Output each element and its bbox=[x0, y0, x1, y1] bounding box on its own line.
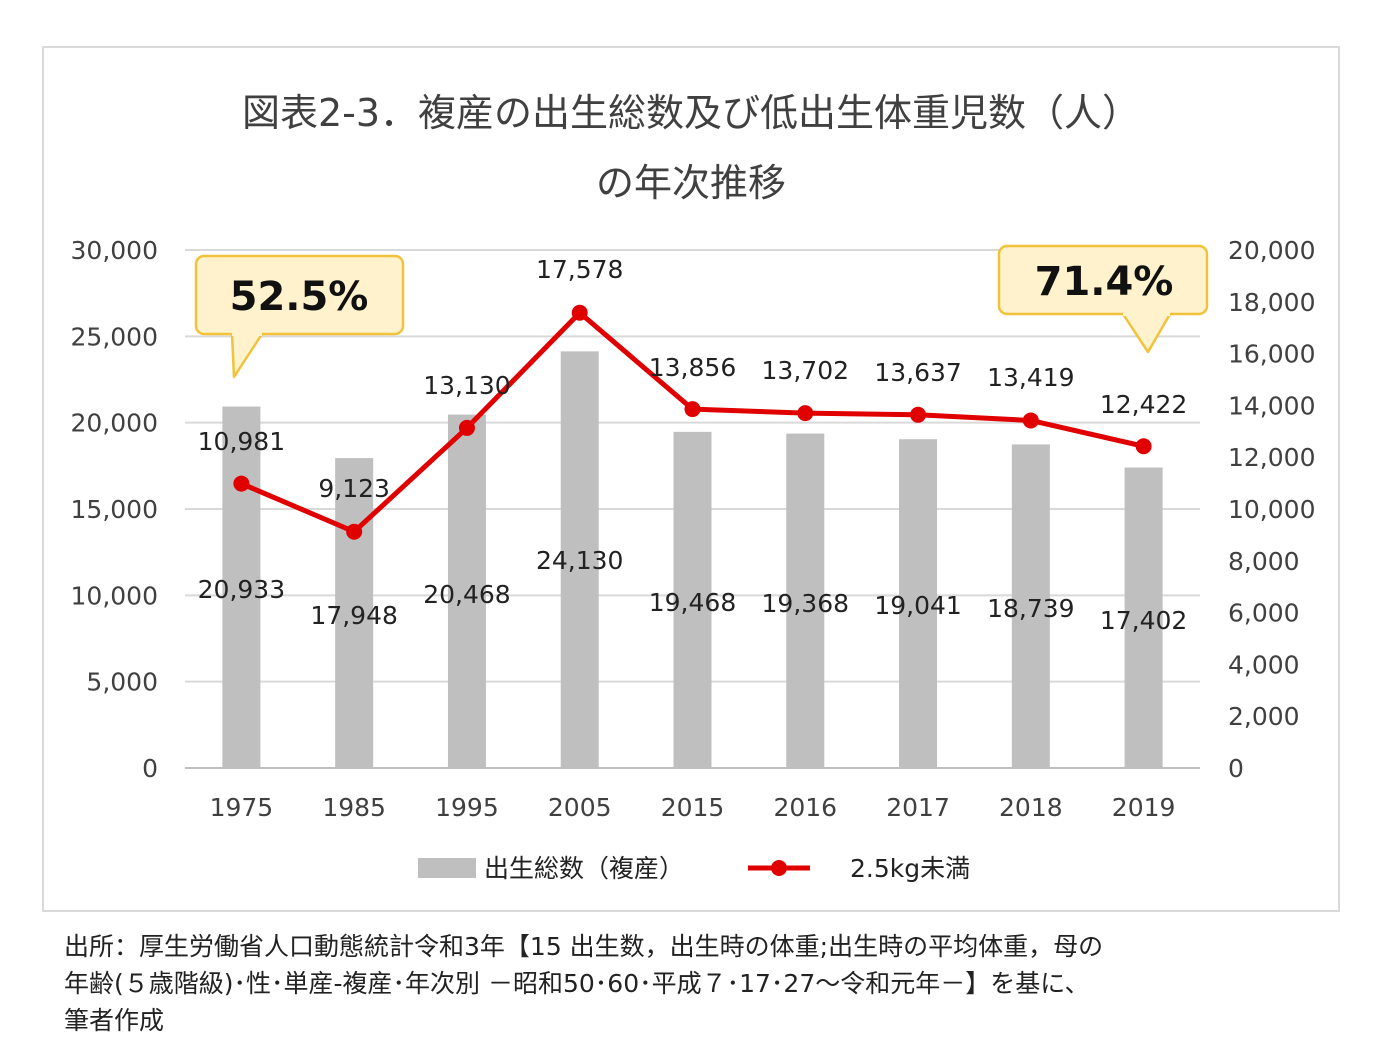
bar bbox=[1011, 444, 1050, 768]
chart-title: 図表2-3．複産の出生総数及び低出生体重児数（人） の年次推移 bbox=[42, 78, 1340, 218]
line-data-label: 9,123 bbox=[318, 474, 390, 503]
legend-swatch-bar bbox=[418, 858, 476, 878]
bar bbox=[673, 431, 712, 768]
bar-data-label: 19,368 bbox=[762, 589, 849, 618]
bar-data-label: 17,402 bbox=[1100, 606, 1187, 635]
bar bbox=[786, 433, 825, 768]
y-right-tick-label: 14,000 bbox=[1228, 391, 1315, 420]
source-line-2: 年齢(５歳階級)･性･単産-複産･年次別 －昭和50･60･平成７･17･27～… bbox=[64, 969, 1090, 998]
x-tick-label: 1995 bbox=[435, 793, 499, 822]
line-data-label: 13,702 bbox=[762, 356, 849, 385]
line-data-label: 13,419 bbox=[987, 363, 1074, 392]
line-marker bbox=[571, 304, 588, 321]
legend-label-line: 2.5kg未満 bbox=[850, 854, 970, 883]
x-tick-label: 2018 bbox=[999, 793, 1063, 822]
line-data-label: 13,130 bbox=[423, 371, 510, 400]
line-marker bbox=[458, 419, 475, 436]
y-right-tick-label: 12,000 bbox=[1228, 443, 1315, 472]
bar bbox=[899, 439, 938, 768]
bar bbox=[447, 414, 486, 768]
x-tick-label: 2016 bbox=[773, 793, 837, 822]
x-tick-label: 1975 bbox=[210, 793, 274, 822]
line-marker bbox=[684, 401, 701, 418]
line-data-label: 17,578 bbox=[536, 255, 623, 284]
source-line-3: 筆者作成 bbox=[64, 1006, 165, 1035]
bar-data-label: 19,468 bbox=[649, 588, 736, 617]
y-right-tick-label: 8,000 bbox=[1228, 547, 1300, 576]
legend-label-bar: 出生総数（複産） bbox=[484, 854, 684, 883]
bar-data-label: 24,130 bbox=[536, 546, 623, 575]
x-tick-label: 2005 bbox=[548, 793, 612, 822]
x-tick-label: 2017 bbox=[886, 793, 950, 822]
callout-annotation: 52.5% bbox=[194, 254, 405, 379]
line-data-label: 12,422 bbox=[1100, 390, 1187, 419]
line-marker bbox=[346, 523, 363, 540]
y-right-tick-label: 6,000 bbox=[1228, 599, 1300, 628]
callout-tail bbox=[1121, 313, 1172, 354]
line-data-label: 10,981 bbox=[198, 427, 285, 456]
y-right-tick-label: 4,000 bbox=[1228, 650, 1300, 679]
line-marker bbox=[233, 475, 250, 492]
source-note: 出所：厚生労働省人口動態統計令和3年【15 出生数，出生時の体重;出生時の平均体… bbox=[64, 928, 1334, 1039]
bar bbox=[560, 351, 599, 768]
line-marker bbox=[910, 406, 927, 423]
bar bbox=[335, 458, 374, 768]
bar-data-label: 18,739 bbox=[987, 594, 1074, 623]
callout-text: 71.4% bbox=[1035, 259, 1174, 305]
chart-title-line-2: の年次推移 bbox=[595, 161, 786, 205]
line-marker bbox=[1135, 438, 1152, 455]
y-right-tick-label: 16,000 bbox=[1228, 340, 1315, 369]
callout-box bbox=[194, 254, 405, 336]
source-line-1: 出所：厚生労働省人口動態統計令和3年【15 出生数，出生時の体重;出生時の平均体… bbox=[64, 932, 1104, 961]
bar-data-label: 20,468 bbox=[423, 580, 510, 609]
bar-data-label: 19,041 bbox=[874, 591, 961, 620]
y-left-tick-label: 0 bbox=[142, 754, 158, 783]
y-right-tick-label: 10,000 bbox=[1228, 495, 1315, 524]
x-tick-label: 2019 bbox=[1112, 793, 1176, 822]
bar-data-label: 20,933 bbox=[198, 575, 285, 604]
callout-tail bbox=[230, 333, 264, 379]
y-right-tick-label: 18,000 bbox=[1228, 288, 1315, 317]
y-left-tick-label: 30,000 bbox=[71, 236, 158, 265]
y-right-tick-label: 20,000 bbox=[1228, 236, 1315, 265]
line-data-label: 13,856 bbox=[649, 353, 736, 382]
y-left-tick-label: 15,000 bbox=[71, 495, 158, 524]
bar bbox=[222, 406, 261, 768]
y-left-tick-label: 25,000 bbox=[71, 322, 158, 351]
y-left-tick-label: 10,000 bbox=[71, 581, 158, 610]
bar-data-label: 17,948 bbox=[310, 601, 397, 630]
x-tick-label: 1985 bbox=[322, 793, 386, 822]
bar bbox=[1124, 467, 1163, 768]
chart-title-line-1: 図表2-3．複産の出生総数及び低出生体重児数（人） bbox=[241, 91, 1141, 135]
y-right-tick-label: 2,000 bbox=[1228, 702, 1300, 731]
line-marker bbox=[797, 405, 814, 422]
y-left-tick-label: 20,000 bbox=[71, 409, 158, 438]
y-right-tick-label: 0 bbox=[1228, 754, 1244, 783]
callout-text: 52.5% bbox=[230, 274, 369, 320]
legend-swatch-marker bbox=[771, 860, 787, 876]
line-marker bbox=[1022, 412, 1039, 429]
x-tick-label: 2015 bbox=[661, 793, 725, 822]
callout-annotation: 71.4% bbox=[997, 244, 1209, 354]
line-data-label: 13,637 bbox=[874, 358, 961, 387]
y-left-tick-label: 5,000 bbox=[86, 668, 158, 697]
callout-box bbox=[997, 244, 1209, 316]
